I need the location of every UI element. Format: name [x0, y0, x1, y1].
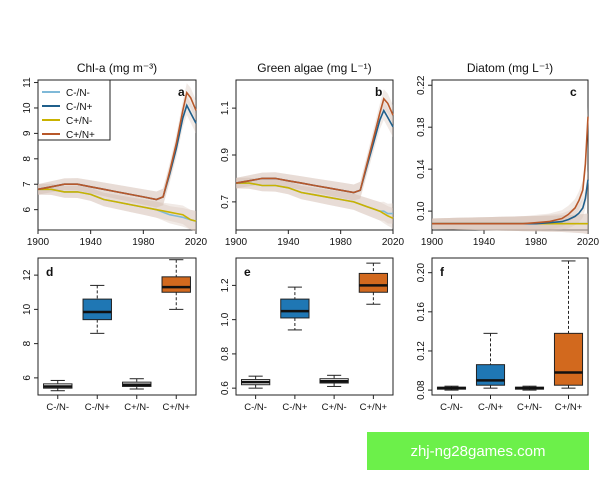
series-ribbon [236, 177, 393, 229]
x-tick-label: 1900 [421, 237, 444, 248]
plot-frame [37, 79, 197, 231]
x-tick-label: 2020 [382, 237, 405, 248]
y-tick-label: 12 [22, 269, 33, 281]
panel-title: Chl-a (mg m⁻³) [77, 61, 157, 75]
panel-letter: c [570, 85, 577, 99]
panel-b: Green algae (mg L⁻¹) b 1900 1940 1980 2020 0.7… [220, 61, 405, 248]
watermark-banner: zhj-ng28games.com [367, 432, 589, 470]
series-line [236, 182, 394, 220]
series-ribbon [432, 106, 588, 232]
y-tick-label: 0.14 [416, 159, 427, 179]
y-tick-label: 0.12 [416, 341, 427, 361]
series-ribbon [236, 177, 393, 224]
y-tick-label: 1.2 [220, 278, 231, 292]
x-tick-label: C+/N+ [360, 402, 388, 413]
panel-letter: b [375, 85, 382, 99]
box-body [82, 298, 112, 321]
box-body [280, 298, 310, 319]
panel-c: Diatom (mg L⁻¹) c 1900 1940 1980 2020 0.10 0.14… [416, 61, 600, 248]
x-tick-label: 2020 [185, 237, 208, 248]
y-tick-label: 0.22 [416, 75, 427, 95]
y-tick-label: 0.6 [220, 381, 231, 395]
y-tick-label: 0.20 [416, 263, 427, 283]
series-ribbon [38, 183, 196, 232]
x-tick-label: C-/N+ [478, 402, 504, 413]
series-ribbon [432, 169, 588, 232]
y-tick-label: 10 [22, 303, 33, 315]
y-tick-label: 1.1 [220, 101, 231, 115]
series-line [235, 97, 394, 194]
panel-d: d 6 8 10 12 C-/N- C-/N+ C+/N- C+/N+ [22, 257, 197, 413]
x-tick-label: C-/N- [46, 402, 69, 413]
x-tick-label: C+/N+ [163, 402, 191, 413]
plot-frame [431, 79, 589, 231]
x-tick-label: 1940 [80, 237, 103, 248]
box-body [475, 364, 506, 386]
panel-a: Chl-a (mg m⁻³) a 1900 1940 1980 2020 6 7 8 9 10 11 C… [22, 61, 208, 248]
plot-frame [431, 257, 589, 396]
y-tick-label: 9 [22, 130, 33, 136]
x-tick-label: 1900 [27, 237, 50, 248]
plot-frame [37, 257, 197, 396]
series-ribbon [236, 100, 393, 201]
x-tick-label: 1980 [525, 237, 548, 248]
panel-title: Green algae (mg L⁻¹) [257, 61, 371, 75]
panel-letter: e [244, 265, 251, 279]
series-ribbon [38, 95, 196, 208]
panel-f: f 0.08 0.12 0.16 0.20 C-/N- C-/N+ C+/N- C+/N+ [416, 257, 589, 413]
x-tick-label: C-/N- [244, 402, 267, 413]
series-line [37, 90, 197, 201]
y-tick-label: 7 [22, 181, 33, 187]
panel-title: Diatom (mg L⁻¹) [467, 61, 553, 75]
x-tick-label: 2020 [577, 237, 600, 248]
y-tick-label: 0.7 [220, 194, 231, 208]
x-tick-label: C+/N+ [555, 402, 583, 413]
y-tick-label: 11 [22, 77, 33, 88]
series-line [432, 116, 589, 225]
y-tick-label: 0.8 [220, 347, 231, 361]
box-body [161, 276, 191, 293]
legend-label: C-/N- [66, 88, 90, 99]
panel-letter: f [440, 265, 445, 279]
x-tick-label: 1980 [330, 237, 353, 248]
x-tick-label: 1980 [132, 237, 155, 248]
y-tick-label: 0.9 [220, 148, 231, 162]
panel-e: e 0.6 0.8 1.0 1.2 C-/N- C-/N+ C+/N- C+/N+ [220, 257, 394, 413]
y-tick-label: 10 [22, 102, 33, 114]
panel-letter: a [178, 85, 185, 99]
x-tick-label: C-/N- [440, 402, 463, 413]
x-tick-label: C-/N+ [282, 402, 308, 413]
y-tick-label: 0.18 [416, 117, 427, 137]
y-tick-label: 0.08 [416, 380, 427, 400]
legend-box [37, 79, 111, 141]
series-ribbon [38, 183, 196, 232]
x-tick-label: 1940 [473, 237, 496, 248]
legend-label: C+/N+ [66, 130, 95, 141]
y-tick-label: 8 [22, 156, 33, 162]
y-tick-label: 0.16 [416, 302, 427, 322]
y-tick-label: 6 [22, 375, 33, 381]
y-tick-label: 1.0 [220, 312, 231, 326]
box-body [553, 332, 584, 386]
series-ribbon [236, 89, 393, 201]
legend-label: C+/N- [66, 116, 92, 127]
panel-letter: d [46, 265, 53, 279]
x-tick-label: C+/N- [517, 402, 542, 413]
plot-frame [235, 257, 394, 396]
y-tick-label: 0.10 [416, 201, 427, 221]
x-tick-label: C+/N- [124, 402, 149, 413]
x-tick-label: 1900 [225, 237, 248, 248]
box-body [358, 272, 389, 293]
y-tick-label: 8 [22, 340, 33, 346]
x-tick-label: C+/N- [322, 402, 347, 413]
series-line [38, 188, 197, 222]
x-tick-label: C-/N+ [85, 402, 111, 413]
x-tick-label: 1940 [277, 237, 300, 248]
legend-label: C-/N+ [66, 102, 93, 113]
y-tick-label: 6 [22, 206, 33, 212]
